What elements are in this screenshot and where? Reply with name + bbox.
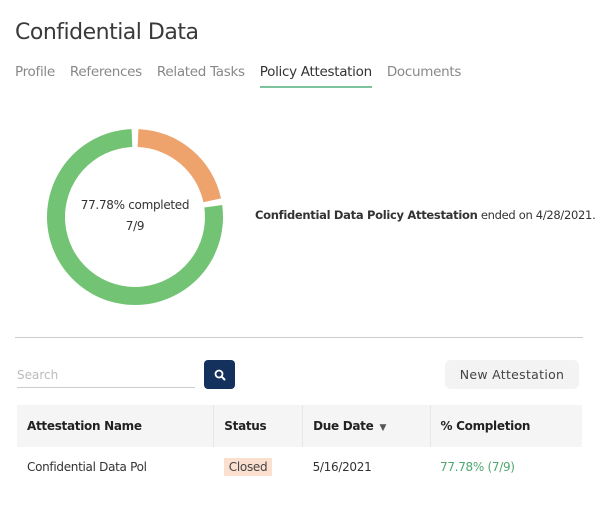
tab-related-tasks[interactable]: Related Tasks	[156, 64, 245, 80]
header-label: Attestation Name	[27, 419, 142, 433]
donut-slice-not-completed	[137, 129, 222, 203]
summary-end-text: ended on 4/28/2021.	[477, 208, 596, 222]
column-header-name[interactable]: Attestation Name	[17, 405, 215, 447]
cell-due-date: 5/16/2021	[312, 460, 372, 474]
header-label: % Completion	[440, 419, 531, 433]
attestation-summary: Confidential Data Policy Attestation end…	[255, 208, 596, 222]
completion-donut-chart	[47, 129, 223, 305]
column-header-due-date[interactable]: Due Date ▼	[302, 405, 431, 447]
attestation-table: Attestation Name Status Due Date ▼ % Comp…	[17, 405, 582, 487]
donut-fraction-text: 7/9	[125, 219, 145, 233]
cell-completion: 77.78% (7/9)	[440, 460, 515, 474]
tab-policy-attestation[interactable]: Policy Attestation	[259, 64, 372, 88]
search-button[interactable]	[204, 360, 235, 389]
page-title: Confidential Data	[15, 20, 199, 45]
tab-bar: Profile References Related Tasks Policy …	[15, 64, 461, 88]
status-badge: Closed	[223, 458, 273, 476]
tab-profile[interactable]: Profile	[15, 64, 55, 80]
cell-name[interactable]: Confidential Data Pol	[27, 460, 147, 474]
column-header-status[interactable]: Status	[213, 405, 304, 447]
search-input[interactable]	[17, 362, 195, 388]
summary-attestation-name: Confidential Data Policy Attestation	[255, 208, 478, 222]
tab-references[interactable]: References	[69, 64, 142, 80]
tab-documents[interactable]: Documents	[386, 64, 462, 80]
sort-caret-down-icon: ▼	[379, 423, 387, 433]
donut-center-label: 77.78% completed 7/9	[45, 195, 225, 237]
cell-status: Closed	[214, 447, 303, 487]
table-row[interactable]: Confidential Data Pol Closed 5/16/2021 7…	[17, 447, 582, 487]
search-icon	[214, 369, 225, 380]
new-attestation-button[interactable]: New Attestation	[445, 360, 579, 389]
column-header-completion[interactable]: % Completion	[430, 405, 582, 447]
header-label: Due Date	[313, 419, 374, 433]
donut-percent-text: 77.78% completed	[80, 198, 190, 212]
header-label: Status	[224, 419, 267, 433]
divider	[15, 337, 583, 338]
